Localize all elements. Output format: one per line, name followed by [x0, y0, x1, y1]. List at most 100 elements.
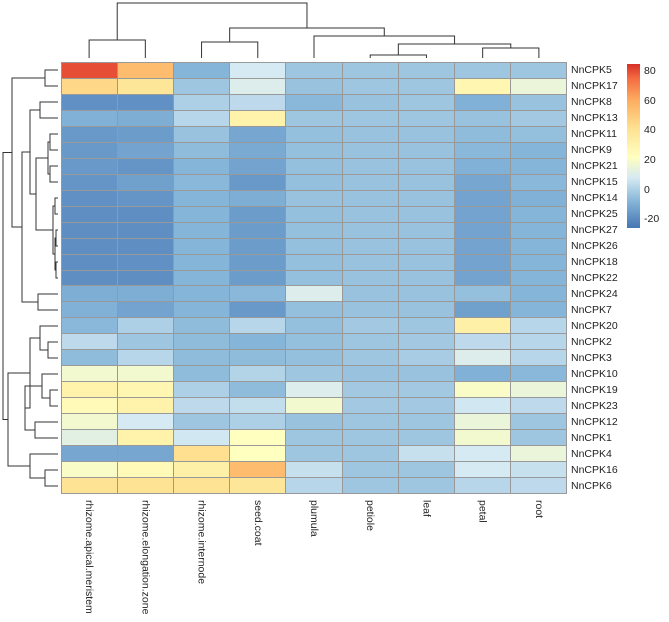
heatmap-cell	[342, 158, 398, 174]
heatmap-cell	[230, 110, 286, 126]
heatmap-cell	[342, 206, 398, 222]
heatmap-cell	[510, 206, 566, 222]
heatmap-cell	[342, 174, 398, 190]
heatmap-cell	[286, 414, 342, 430]
heatmap-cell	[62, 334, 118, 350]
heatmap-cell	[62, 478, 118, 493]
heatmap-cell	[398, 430, 454, 446]
row-label: NnCPK13	[571, 112, 618, 124]
heatmap-cell	[286, 270, 342, 286]
row-label: NnCPK21	[571, 160, 618, 172]
heatmap-cell	[118, 366, 174, 382]
heatmap-cell	[398, 94, 454, 110]
heatmap-cell	[510, 286, 566, 302]
heatmap-cell	[230, 222, 286, 238]
heatmap-cell	[230, 446, 286, 462]
heatmap-cell	[286, 318, 342, 334]
row-label: NnCPK18	[571, 256, 618, 268]
heatmap-cell	[342, 478, 398, 493]
heatmap-cell	[230, 398, 286, 414]
heatmap-cell	[118, 302, 174, 318]
heatmap-cell	[342, 462, 398, 478]
heatmap-cell	[510, 318, 566, 334]
heatmap-cell	[62, 270, 118, 286]
heatmap-cell	[342, 63, 398, 78]
heatmap-cell	[454, 94, 510, 110]
heatmap-grid	[61, 62, 567, 494]
heatmap-cell	[62, 94, 118, 110]
heatmap-cell	[118, 238, 174, 254]
heatmap-cell	[230, 78, 286, 94]
heatmap-cell	[62, 366, 118, 382]
heatmap-cell	[174, 94, 230, 110]
column-label: leaf	[420, 500, 433, 517]
heatmap-cell	[454, 414, 510, 430]
row-label: NnCPK17	[571, 80, 618, 92]
heatmap-cell	[454, 222, 510, 238]
heatmap-cell	[118, 462, 174, 478]
heatmap-cell	[118, 126, 174, 142]
heatmap-cell	[118, 158, 174, 174]
heatmap-cell	[398, 334, 454, 350]
row-label: NnCPK8	[571, 96, 612, 108]
heatmap-cell	[230, 430, 286, 446]
heatmap-cell	[286, 206, 342, 222]
heatmap-cell	[398, 110, 454, 126]
row-label: NnCPK5	[571, 64, 612, 76]
heatmap-cell	[342, 430, 398, 446]
heatmap-cell	[230, 382, 286, 398]
heatmap-cell	[62, 430, 118, 446]
heatmap-cell	[342, 142, 398, 158]
heatmap-cell	[454, 174, 510, 190]
heatmap-cell	[454, 350, 510, 366]
heatmap-cell	[118, 190, 174, 206]
heatmap-cell	[62, 238, 118, 254]
row-label: NnCPK16	[571, 464, 618, 476]
row-label: NnCPK9	[571, 144, 612, 156]
heatmap-cell	[230, 158, 286, 174]
colorbar	[627, 64, 640, 228]
heatmap-cell	[454, 462, 510, 478]
heatmap-cell	[510, 174, 566, 190]
heatmap-cell	[510, 222, 566, 238]
heatmap-cell	[510, 382, 566, 398]
column-label: seed.coat	[251, 500, 264, 546]
heatmap-cell	[286, 478, 342, 493]
heatmap-cell	[454, 318, 510, 334]
heatmap-cell	[454, 63, 510, 78]
heatmap-cell	[398, 254, 454, 270]
heatmap-cell	[62, 302, 118, 318]
heatmap-cell	[454, 206, 510, 222]
heatmap-cell	[286, 366, 342, 382]
row-label: NnCPK24	[571, 288, 618, 300]
heatmap-cell	[62, 286, 118, 302]
heatmap-cell	[510, 350, 566, 366]
heatmap-cell	[398, 222, 454, 238]
heatmap-cell	[286, 398, 342, 414]
heatmap-cell	[230, 350, 286, 366]
heatmap-cell	[398, 190, 454, 206]
row-label: NnCPK22	[571, 272, 618, 284]
heatmap-cell	[286, 446, 342, 462]
heatmap-cell	[118, 446, 174, 462]
row-label: NnCPK15	[571, 176, 618, 188]
heatmap-cell	[62, 318, 118, 334]
heatmap-cell	[174, 462, 230, 478]
heatmap-cell	[286, 190, 342, 206]
heatmap-cell	[174, 302, 230, 318]
heatmap-cell	[342, 398, 398, 414]
heatmap-cell	[286, 350, 342, 366]
heatmap-cell	[174, 126, 230, 142]
heatmap-cell	[118, 110, 174, 126]
heatmap-cell	[118, 142, 174, 158]
heatmap-cell	[398, 302, 454, 318]
heatmap-cell	[454, 446, 510, 462]
heatmap-cell	[398, 63, 454, 78]
heatmap-cell	[342, 94, 398, 110]
heatmap-cell	[398, 398, 454, 414]
heatmap-cell	[174, 334, 230, 350]
heatmap-cell	[286, 63, 342, 78]
colorbar-tick-label: 20	[644, 154, 656, 167]
heatmap-cell	[342, 446, 398, 462]
